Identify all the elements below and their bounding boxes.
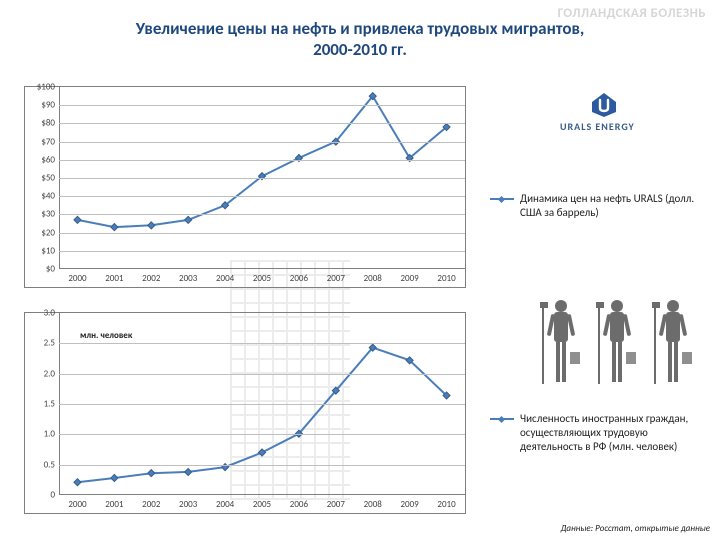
y-tick: $50 [25, 173, 59, 184]
x-tick: 2001 [105, 269, 123, 287]
worker-icon [540, 296, 582, 396]
x-tick: 2000 [68, 495, 86, 513]
title-line2: 2000-2010 гг. [313, 39, 407, 60]
x-tick: 2007 [327, 269, 345, 287]
x-tick: 2009 [401, 269, 419, 287]
x-tick: 2005 [253, 495, 271, 513]
urals-logo-icon [590, 92, 618, 118]
x-tick: 2002 [142, 495, 160, 513]
legend-oil: Динамика цен на нефть URALS (долл. США з… [490, 192, 705, 220]
legend-marker-icon [490, 198, 514, 200]
x-tick: 2010 [437, 269, 455, 287]
legend-text: Численность иностранных граждан, осущест… [520, 412, 710, 453]
y-tick: 3.0 [25, 308, 59, 319]
y-tick: $80 [25, 118, 59, 129]
y-tick: 1.0 [25, 429, 59, 440]
y-tick: 0.5 [25, 459, 59, 470]
x-tick: 2008 [364, 495, 382, 513]
logo-text: URALS ENERGY [560, 120, 635, 133]
page-title: Увеличение цены на нефть и привлека труд… [0, 18, 720, 60]
x-tick: 2008 [364, 269, 382, 287]
y-tick: $20 [25, 227, 59, 238]
x-tick: 2005 [253, 269, 271, 287]
x-tick: 2002 [142, 269, 160, 287]
worker-icon [596, 296, 638, 396]
x-tick: 2007 [327, 495, 345, 513]
y-tick: 2.0 [25, 368, 59, 379]
x-tick: 2003 [179, 495, 197, 513]
legend-migrants: Численность иностранных граждан, осущест… [490, 412, 710, 453]
chart-migrants: 00.51.01.52.02.53.0200020012002200320042… [24, 312, 466, 514]
y-tick: $0 [25, 264, 59, 275]
x-tick: 2003 [179, 269, 197, 287]
y-tick: 1.5 [25, 399, 59, 410]
y-tick: $90 [25, 100, 59, 111]
y-tick: $60 [25, 154, 59, 165]
legend-marker-icon [490, 418, 514, 420]
title-line1: Увеличение цены на нефть и привлека труд… [136, 18, 585, 39]
y-tick: $70 [25, 136, 59, 147]
x-tick: 2001 [105, 495, 123, 513]
x-tick: 2006 [290, 495, 308, 513]
y-tick: 2.5 [25, 338, 59, 349]
worker-icon [652, 296, 694, 396]
x-tick: 2004 [216, 269, 234, 287]
x-tick: 2006 [290, 269, 308, 287]
x-tick: 2009 [401, 495, 419, 513]
y-tick: $30 [25, 209, 59, 220]
legend-text: Динамика цен на нефть URALS (долл. США з… [520, 192, 705, 220]
x-tick: 2010 [437, 495, 455, 513]
y-tick: $10 [25, 245, 59, 256]
data-source: Данные: Росстат, открытые данные [561, 523, 710, 534]
x-tick: 2004 [216, 495, 234, 513]
chart-oil-price: $0$10$20$30$40$50$60$70$80$90$1002000200… [24, 86, 466, 288]
y-tick: $40 [25, 191, 59, 202]
y-tick: 0 [25, 490, 59, 501]
y-tick: $100 [25, 82, 59, 93]
chart2-axis-note: млн. человек [80, 330, 132, 341]
x-tick: 2000 [68, 269, 86, 287]
